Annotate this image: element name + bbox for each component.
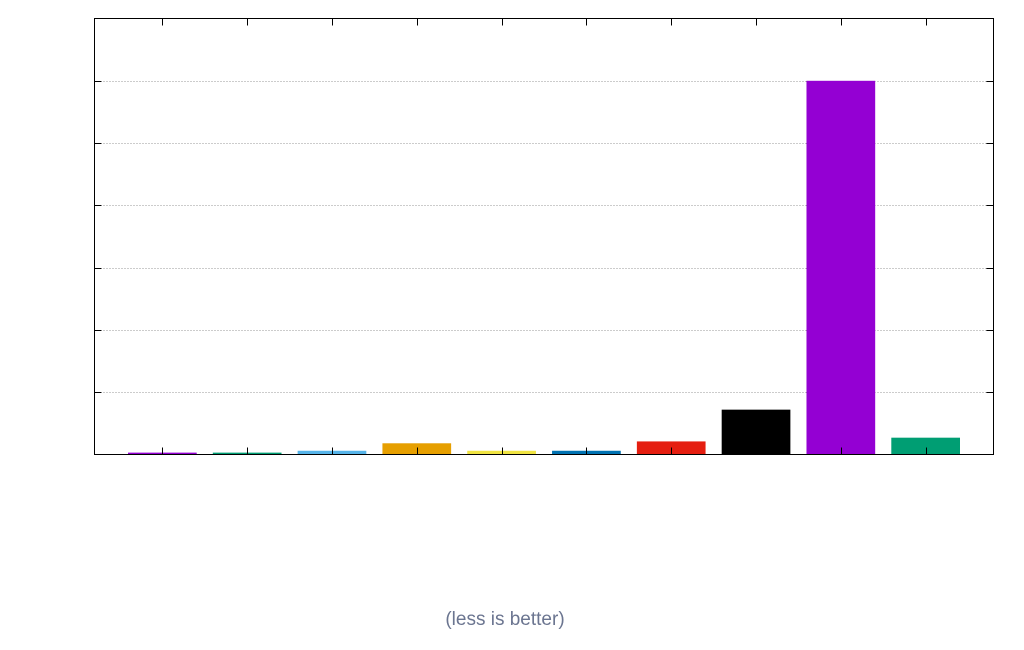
bar-8: [721, 409, 791, 455]
bar-5: [467, 450, 536, 455]
bar-4: [382, 443, 452, 455]
bar-9: [806, 80, 876, 455]
ticks-layer: [94, 18, 994, 455]
x-axis-label: (less is better): [445, 609, 564, 630]
plot-frame: [94, 18, 994, 455]
bar-10: [891, 437, 960, 455]
bars-layer: [128, 80, 960, 455]
bar-3: [297, 450, 367, 455]
